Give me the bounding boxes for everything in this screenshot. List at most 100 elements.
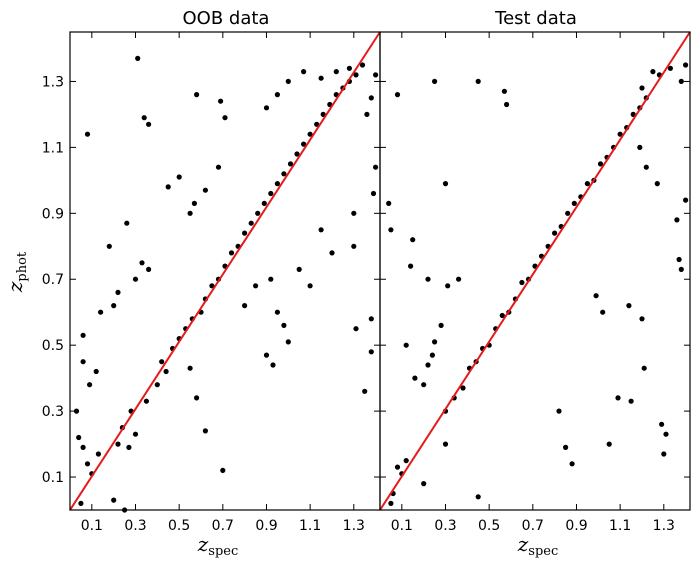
oob-data-point: [84, 461, 91, 467]
oob-data-point: [274, 309, 280, 315]
test-data-point: [432, 78, 438, 84]
test-data-point: [432, 339, 438, 345]
oob-data-point: [318, 227, 324, 233]
test-data-point: [442, 181, 449, 187]
oob-data-point: [187, 210, 193, 216]
oob-points-group: [73, 55, 379, 513]
oob-data-point: [215, 164, 222, 170]
oob-x-tick-label: 0.5: [168, 518, 190, 534]
panel-oob: OOB data 0.1 0.3 0.5 0.7 0.9 1.1 1.3 0.1 0.3 0.5…: [42, 8, 381, 534]
oob-data-point: [364, 111, 370, 117]
test-x-tick-label: 1.1: [609, 518, 631, 534]
oob-data-point: [261, 200, 267, 206]
oob-data-point: [242, 230, 248, 236]
test-data-point: [597, 161, 604, 167]
oob-data-point: [281, 171, 287, 177]
test-data-point: [661, 451, 667, 457]
x-axis-label-test-sub: spec: [528, 544, 558, 559]
test-data-point: [499, 312, 505, 319]
y-axis-label-main: z: [3, 281, 27, 293]
test-data-point: [394, 92, 401, 98]
oob-y-tick-label: 0.1: [42, 470, 64, 486]
oob-data-point: [194, 92, 200, 98]
oob-y-tick-label: 0.5: [42, 338, 64, 354]
oob-data-point: [95, 451, 101, 457]
test-data-point: [388, 227, 394, 233]
test-data-point: [410, 237, 416, 243]
oob-data-point: [132, 276, 139, 282]
x-axis-label-test: zspec: [517, 532, 559, 559]
test-data-point: [630, 111, 636, 117]
test-x-tick-label: 0.1: [391, 518, 413, 534]
test-data-point: [460, 385, 466, 391]
oob-data-point: [362, 388, 368, 394]
test-data-point: [563, 444, 569, 450]
test-data-point: [678, 78, 684, 84]
test-data-point: [475, 78, 481, 84]
oob-data-point: [263, 105, 270, 111]
oob-data-point: [281, 322, 287, 328]
test-data-point: [678, 266, 684, 272]
oob-data-point: [87, 382, 93, 388]
test-y-ticks: [380, 80, 690, 478]
oob-data-point: [268, 190, 274, 197]
test-x-tick-label: 0.9: [565, 518, 587, 534]
oob-data-point: [218, 98, 224, 104]
oob-data-point: [368, 316, 374, 322]
oob-y-tick-label: 1.3: [42, 74, 64, 90]
oob-data-point: [154, 382, 160, 388]
oob-x-tick-label: 0.9: [255, 518, 277, 534]
oob-data-point: [78, 500, 84, 506]
oob-data-point: [253, 283, 259, 289]
test-data-point: [654, 181, 660, 187]
panel-title-test: Test data: [494, 8, 577, 29]
oob-y-ticks: 0.1 0.3 0.5 0.7 0.9 1.1 1.3: [42, 74, 380, 486]
test-data-point: [421, 481, 427, 487]
test-data-point: [593, 293, 599, 299]
oob-x-tick-label: 0.3: [124, 518, 146, 534]
oob-y-tick-label: 0.3: [42, 404, 64, 420]
oob-data-point: [76, 434, 82, 441]
oob-data-point: [141, 115, 147, 121]
test-data-point: [456, 276, 462, 282]
oob-data-point: [191, 200, 197, 206]
oob-data-point: [368, 95, 374, 101]
oob-y-tick-label: 0.7: [42, 272, 64, 288]
oob-data-point: [294, 151, 300, 157]
oob-y-tick-label: 0.9: [42, 206, 64, 222]
test-data-point: [626, 303, 632, 309]
test-data-point: [425, 276, 431, 282]
oob-data-point: [176, 174, 182, 180]
oob-data-point: [373, 164, 379, 170]
test-data-point: [641, 365, 647, 371]
test-data-point: [600, 309, 606, 315]
test-axes-frame: [379, 31, 691, 511]
test-data-point: [606, 441, 612, 447]
oob-data-point: [359, 62, 366, 68]
test-data-point: [615, 395, 621, 401]
oob-data-point: [242, 303, 248, 309]
test-data-point: [569, 461, 575, 467]
test-data-point: [676, 256, 682, 263]
oob-data-point: [351, 210, 357, 216]
oob-data-point: [165, 184, 171, 190]
oob-y-tick-label: 1.1: [42, 140, 64, 156]
oob-data-point: [139, 260, 145, 266]
oob-data-point: [111, 497, 117, 503]
oob-data-point: [163, 368, 169, 375]
oob-data-point: [194, 395, 200, 401]
oob-data-point: [296, 266, 302, 272]
oob-x-ticks: 0.1 0.3 0.5 0.7 0.9 1.1 1.3: [81, 32, 365, 534]
test-data-point: [403, 458, 409, 464]
oob-identity-line: [69, 31, 381, 511]
oob-data-point: [159, 359, 165, 365]
test-data-point: [421, 382, 427, 388]
oob-data-point: [80, 444, 86, 450]
oob-x-tick-label: 1.3: [343, 518, 365, 534]
test-data-point: [674, 217, 680, 223]
test-data-point: [442, 441, 449, 447]
test-data-point: [683, 197, 689, 203]
test-data-point: [408, 263, 414, 269]
test-data-point: [386, 200, 392, 206]
test-data-point: [425, 362, 431, 368]
